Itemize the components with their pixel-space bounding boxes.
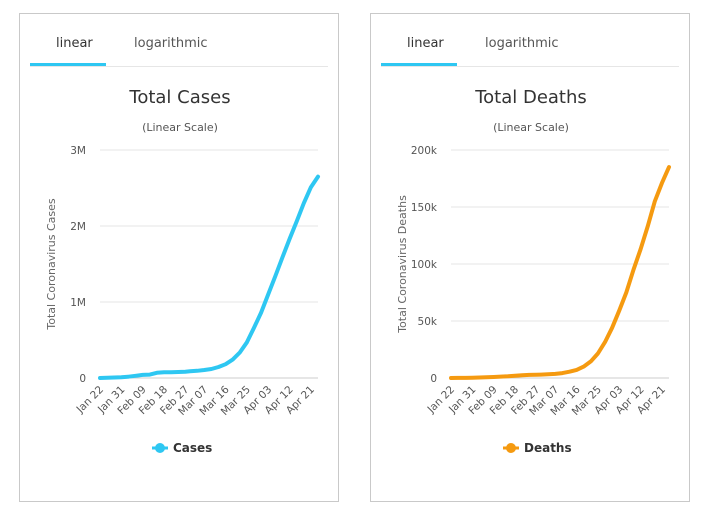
y-tick-label: 2M [70,221,86,233]
chart-subtitle: (Linear Scale) [142,121,218,134]
chart-subtitle: (Linear Scale) [493,121,569,134]
total-cases-panel: linear logarithmic Total Cases (Linear Sc… [19,13,339,502]
y-axis-title: Total Coronavirus Cases [45,198,58,331]
y-tick-label: 50k [418,316,438,328]
y-tick-label: 0 [79,373,86,385]
y-axis-title: Total Coronavirus Deaths [396,195,409,334]
y-tick-label: 0 [430,373,437,385]
scale-tabs: linear logarithmic [381,14,679,67]
tab-linear[interactable]: linear [407,36,444,51]
legend-marker [506,443,516,453]
cases-chart: Total Cases (Linear Scale) 0 1M 2M 3M Total Co… [45,87,320,455]
y-tick-label: 200k [411,145,438,157]
deaths-chart: Total Deaths (Linear Scale) 0 50k 100k 150k 20… [396,87,671,455]
scale-tabs: linear logarithmic [30,14,328,67]
y-tick-label: 100k [411,259,438,271]
chart-title: Total Cases [128,87,230,108]
legend-marker [155,443,165,453]
active-tab-indicator [381,63,457,66]
tab-logarithmic[interactable]: logarithmic [134,36,208,51]
y-tick-label: 3M [70,145,86,157]
y-tick-label: 1M [70,297,86,309]
series-line [98,174,320,380]
y-tick-label: 150k [411,202,438,214]
total-deaths-panel: linear logarithmic Total Deaths (Linear S… [370,13,690,502]
chart-title: Total Deaths [474,87,587,108]
series-line [449,165,671,380]
tab-logarithmic[interactable]: logarithmic [485,36,559,51]
active-tab-indicator [30,63,106,66]
tab-linear[interactable]: linear [56,36,93,51]
legend-label: Deaths [524,441,572,455]
legend-label: Cases [173,441,212,455]
